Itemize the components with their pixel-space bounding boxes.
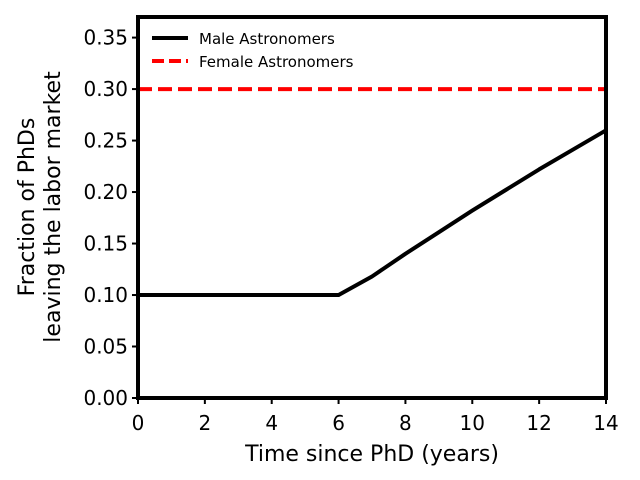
- y-tick-label: 0.20: [83, 180, 128, 204]
- y-axis: 0.00 0.05 0.10 0.15 0.20 0.25 0.30 0.35: [83, 26, 138, 410]
- x-tick-label: 14: [593, 411, 618, 435]
- x-tick-label: 12: [526, 411, 551, 435]
- legend: Male Astronomers Female Astronomers: [152, 30, 354, 71]
- legend-label-male: Male Astronomers: [199, 30, 335, 48]
- y-tick-label: 0.00: [83, 386, 128, 410]
- y-tick-label: 0.10: [83, 283, 128, 307]
- y-tick-label: 0.05: [83, 335, 128, 359]
- x-tick-label: 0: [132, 411, 145, 435]
- x-axis: 0 2 4 6 8 10 12 14: [132, 398, 619, 435]
- y-tick-label: 0.35: [83, 26, 128, 50]
- y-tick-label: 0.15: [83, 232, 128, 256]
- x-tick-label: 6: [332, 411, 345, 435]
- x-tick-label: 2: [198, 411, 211, 435]
- legend-label-female: Female Astronomers: [199, 53, 354, 71]
- x-tick-label: 4: [265, 411, 278, 435]
- x-tick-label: 8: [399, 411, 412, 435]
- y-tick-label: 0.30: [83, 77, 128, 101]
- series-layer: [138, 87, 608, 297]
- x-axis-title: Time since PhD (years): [244, 442, 499, 467]
- x-tick-label: 10: [460, 411, 485, 435]
- y-axis-title-line-1: Fraction of PhDs: [15, 118, 40, 297]
- series-line-male-astronomers: [138, 128, 608, 297]
- plot-frame: [136, 15, 608, 400]
- y-axis-title-line-2: leaving the labor market: [41, 71, 66, 343]
- y-tick-label: 0.25: [83, 129, 128, 153]
